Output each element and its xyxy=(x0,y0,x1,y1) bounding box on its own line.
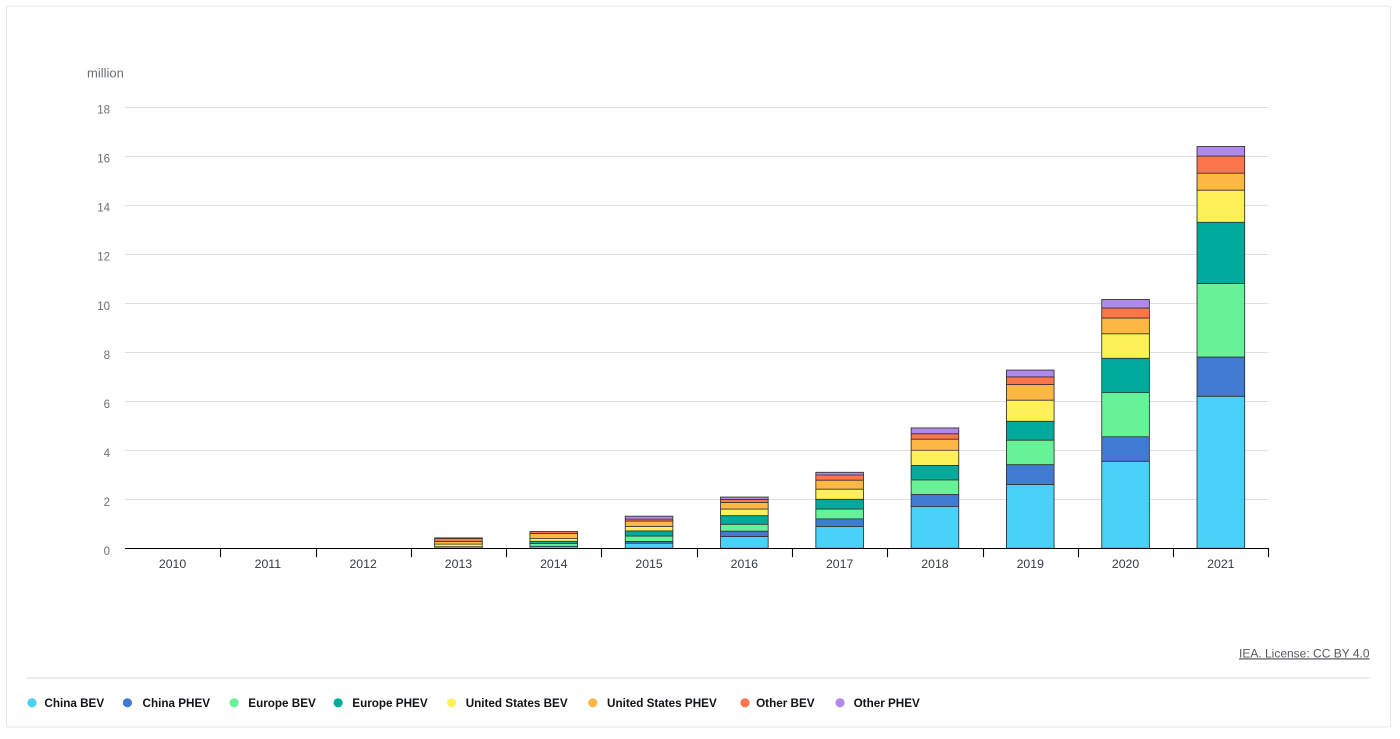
svg-text:2013: 2013 xyxy=(445,557,473,571)
svg-text:China PHEV: China PHEV xyxy=(143,697,211,710)
svg-text:16: 16 xyxy=(97,154,110,166)
svg-text:2011: 2011 xyxy=(255,557,282,571)
svg-text:8: 8 xyxy=(104,350,110,362)
svg-text:2021: 2021 xyxy=(1207,557,1235,571)
svg-text:6: 6 xyxy=(104,399,110,411)
svg-text:2020: 2020 xyxy=(1112,557,1140,571)
svg-text:0: 0 xyxy=(104,546,110,558)
svg-text:United States BEV: United States BEV xyxy=(466,697,568,710)
svg-text:IEA. License: CC BY 4.0: IEA. License: CC BY 4.0 xyxy=(1239,646,1370,660)
svg-text:2: 2 xyxy=(104,497,110,509)
svg-text:4: 4 xyxy=(104,448,111,460)
svg-text:Europe PHEV: Europe PHEV xyxy=(352,697,428,710)
svg-text:2015: 2015 xyxy=(635,557,663,571)
svg-text:2012: 2012 xyxy=(349,557,377,571)
svg-text:2017: 2017 xyxy=(826,557,854,571)
svg-text:14: 14 xyxy=(97,203,110,215)
svg-text:2010: 2010 xyxy=(159,557,187,571)
svg-text:United States PHEV: United States PHEV xyxy=(607,697,717,710)
svg-text:Europe BEV: Europe BEV xyxy=(248,697,316,710)
svg-text:2016: 2016 xyxy=(731,557,759,571)
svg-text:2018: 2018 xyxy=(921,557,949,571)
svg-text:12: 12 xyxy=(97,252,110,264)
svg-text:China BEV: China BEV xyxy=(44,697,104,710)
svg-text:Other PHEV: Other PHEV xyxy=(854,697,920,710)
svg-text:10: 10 xyxy=(97,301,110,313)
svg-text:Other BEV: Other BEV xyxy=(756,697,815,710)
svg-text:18: 18 xyxy=(97,105,110,117)
svg-text:2019: 2019 xyxy=(1017,557,1045,571)
svg-text:2014: 2014 xyxy=(540,557,568,571)
svg-text:million: million xyxy=(87,66,124,81)
